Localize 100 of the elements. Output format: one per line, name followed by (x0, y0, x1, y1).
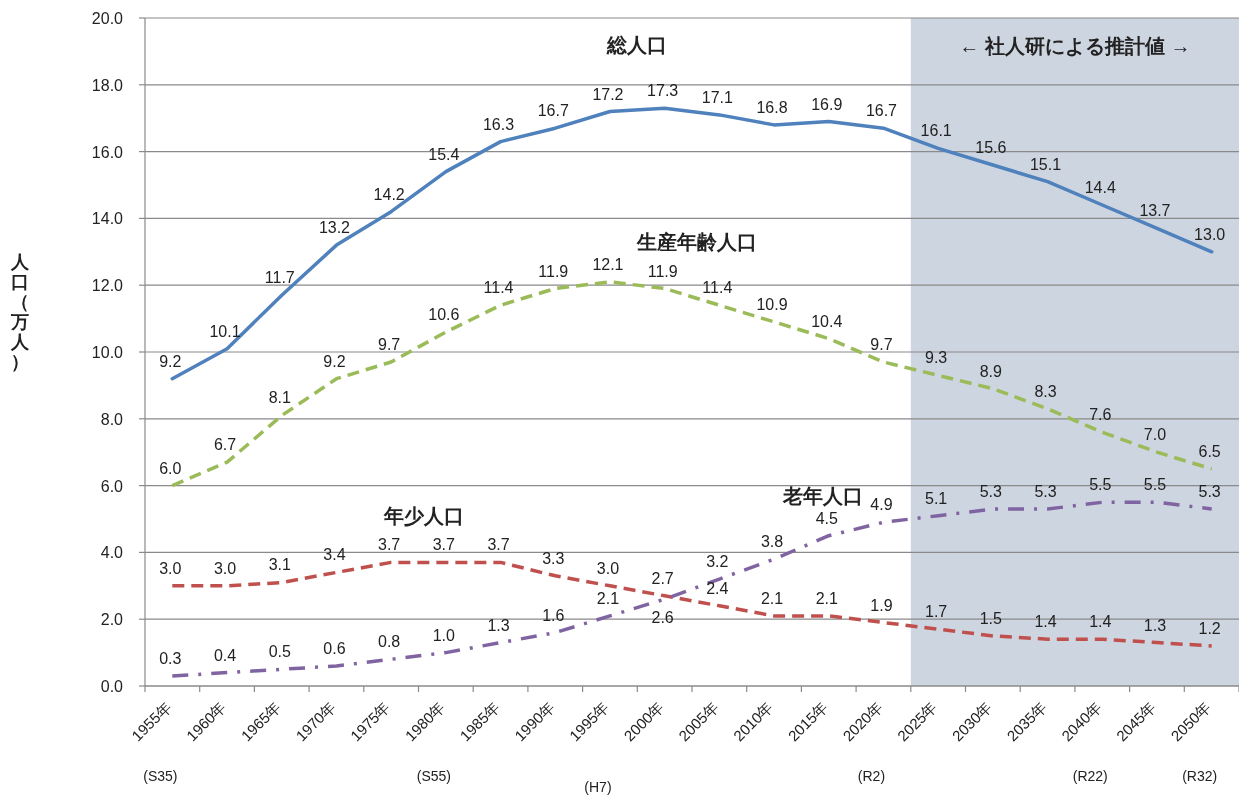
y-tick-label: 18.0 (91, 76, 124, 94)
data-label: 3.7 (432, 536, 456, 554)
data-label: 16.7 (865, 102, 898, 120)
y-tick-label: 4.0 (100, 544, 124, 562)
data-label: 8.1 (268, 389, 291, 407)
data-label: 11.4 (702, 279, 733, 297)
y-tick-label: 0.0 (100, 678, 124, 695)
data-label: 3.0 (596, 559, 620, 577)
data-label: 4.5 (815, 509, 838, 527)
data-label: 13.7 (1139, 202, 1171, 220)
data-label: 2.4 (706, 579, 729, 597)
series-label: 生産年齢人口 (636, 230, 758, 253)
data-label: 1.9 (870, 596, 893, 614)
data-label: 0.6 (323, 639, 346, 657)
data-label: 0.5 (268, 643, 291, 661)
data-label: 9.2 (323, 352, 346, 370)
text: 総人口 (606, 33, 668, 56)
series-label: 年少人口 (382, 504, 464, 527)
data-label: 3.4 (323, 546, 346, 564)
data-label: 0.4 (213, 646, 237, 664)
data-label: 10.9 (756, 295, 788, 313)
data-label: 3.1 (268, 556, 291, 574)
text: (H7) (584, 779, 612, 795)
y-tick-label: 12.0 (91, 277, 124, 295)
data-label: 1.4 (1089, 613, 1112, 631)
data-label: 1.3 (487, 616, 510, 634)
text: (R32) (1182, 768, 1218, 784)
data-label: 0.3 (159, 649, 182, 667)
y-tick-label: 20.0 (91, 10, 124, 27)
y-tick-label: 10.0 (91, 344, 124, 361)
data-label: 17.3 (647, 82, 679, 100)
text: (R22) (1072, 768, 1108, 784)
data-label: 3.7 (378, 536, 401, 554)
data-label: 2.7 (651, 569, 674, 587)
data-label: 10.6 (428, 305, 460, 323)
data-label: 9.7 (870, 336, 893, 354)
data-label: 2.1 (760, 589, 784, 607)
data-label: 2.1 (815, 589, 838, 607)
y-tick-label: 14.0 (91, 210, 124, 228)
data-label: 6.5 (1198, 442, 1221, 460)
data-label: 5.3 (979, 482, 1003, 500)
data-label: 1.7 (925, 603, 948, 621)
data-label: 11.4 (483, 279, 514, 297)
data-label: 16.9 (811, 95, 843, 113)
data-label: 13.2 (318, 219, 351, 237)
data-label: 5.1 (925, 489, 948, 507)
data-label: 3.0 (213, 559, 237, 577)
data-label: 16.1 (920, 122, 952, 140)
band-label: ← 社人研による推計値 → (959, 35, 1191, 57)
data-label: 11.9 (538, 262, 569, 280)
data-label: 5.5 (1143, 476, 1167, 494)
data-label: 12.1 (592, 255, 624, 273)
data-label: 1.5 (979, 609, 1003, 627)
data-label: 5.3 (1034, 482, 1057, 500)
data-label: 15.4 (428, 145, 460, 163)
data-label: 3.0 (159, 559, 182, 577)
y-tick-label: 6.0 (100, 477, 124, 495)
data-label: 1.0 (432, 626, 456, 644)
data-label: 16.7 (537, 102, 569, 120)
data-label: 16.8 (756, 98, 788, 116)
y-tick-label: 16.0 (91, 143, 124, 161)
data-label: 16.3 (482, 115, 515, 133)
data-label: 3.8 (760, 533, 784, 551)
data-label: 0.8 (378, 633, 401, 651)
data-label: 10.1 (209, 322, 241, 340)
data-label: 1.6 (542, 606, 565, 624)
data-label: 2.6 (651, 609, 674, 627)
data-label: 3.2 (706, 553, 729, 571)
data-label: 6.7 (213, 436, 237, 454)
data-label: 9.3 (925, 349, 948, 367)
y-tick-label: 8.0 (100, 410, 124, 428)
data-label: 14.2 (373, 185, 405, 203)
data-label: 8.9 (979, 362, 1003, 380)
data-label: 9.7 (378, 336, 401, 354)
text: (R2) (857, 768, 886, 784)
data-label: 15.6 (975, 138, 1007, 156)
data-label: 15.1 (1029, 155, 1062, 173)
data-label: 17.2 (592, 85, 624, 103)
text: (S55) (416, 768, 451, 784)
data-label: 7.0 (1143, 426, 1167, 444)
data-label: 9.2 (159, 352, 182, 370)
data-label: 2.1 (596, 589, 620, 607)
data-label: 3.7 (487, 536, 510, 554)
data-label: 13.0 (1194, 225, 1226, 243)
data-label: 11.9 (647, 262, 678, 280)
data-label: 5.3 (1198, 482, 1221, 500)
data-label: 4.9 (870, 496, 893, 514)
data-label: 7.6 (1089, 406, 1112, 424)
data-label: 11.7 (264, 269, 295, 287)
data-label: 14.4 (1084, 179, 1116, 197)
data-label: 5.5 (1089, 476, 1112, 494)
data-label: 3.3 (542, 549, 565, 567)
data-label: 8.3 (1034, 382, 1057, 400)
data-label: 6.0 (159, 459, 182, 477)
y-tick-label: 2.0 (100, 611, 124, 629)
data-label: 10.4 (811, 312, 843, 330)
data-label: 1.4 (1034, 613, 1057, 631)
data-label: 17.1 (701, 88, 734, 106)
y-axis-title: 人口（万人） (10, 252, 30, 372)
text: (S35) (143, 768, 178, 784)
